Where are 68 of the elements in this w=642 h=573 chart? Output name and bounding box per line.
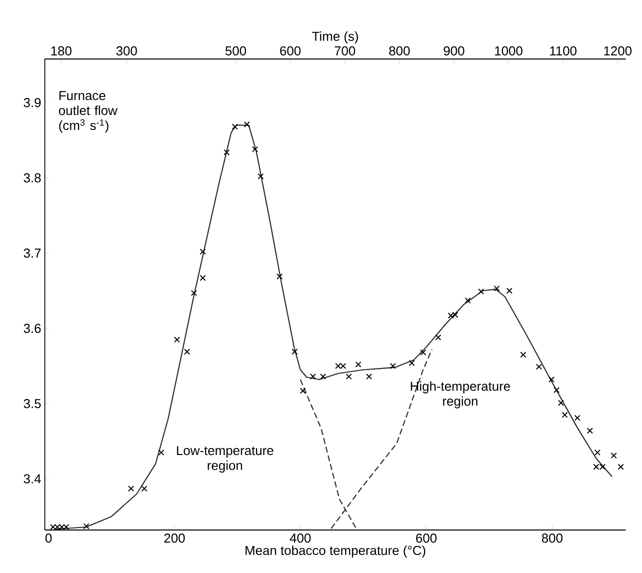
point bbox=[184, 348, 190, 355]
y-axis-title: Furnace outlet flow (cm$^{3}$ s$^{-1}$) bbox=[58, 91, 118, 133]
point bbox=[310, 373, 316, 380]
x-axis-title: Mean tobacco temperature (°C) bbox=[246, 546, 426, 558]
point bbox=[408, 360, 415, 366]
x-tick-label: 600 bbox=[416, 534, 437, 543]
y-tick-label: 3.6 bbox=[24, 324, 41, 333]
point bbox=[224, 149, 230, 156]
point bbox=[366, 373, 372, 380]
point bbox=[174, 336, 180, 343]
point bbox=[141, 486, 148, 492]
point bbox=[390, 362, 396, 370]
y-tick-label: 3.7 bbox=[24, 248, 41, 258]
point bbox=[276, 273, 283, 280]
point bbox=[562, 412, 568, 418]
point bbox=[586, 428, 593, 434]
point bbox=[292, 348, 298, 355]
x2-tick-label: 500 bbox=[225, 46, 246, 56]
point bbox=[300, 388, 306, 394]
x2-tick-label: 600 bbox=[280, 46, 301, 56]
point bbox=[520, 352, 526, 358]
point bbox=[610, 452, 617, 459]
point bbox=[506, 288, 512, 294]
point bbox=[494, 285, 500, 292]
point bbox=[435, 334, 442, 340]
x2-tick-label: 800 bbox=[389, 46, 410, 56]
point bbox=[320, 373, 326, 380]
point bbox=[558, 400, 564, 406]
point bbox=[200, 248, 206, 255]
point bbox=[346, 373, 352, 380]
point bbox=[594, 449, 601, 456]
point bbox=[554, 387, 560, 394]
x2-axis-title: Time (s) bbox=[312, 31, 358, 44]
y-tick-label: 3.9 bbox=[24, 98, 41, 108]
point bbox=[574, 414, 580, 421]
x2-tick-label: 900 bbox=[444, 46, 464, 56]
point bbox=[536, 364, 542, 370]
point bbox=[355, 361, 362, 368]
y-tick-label: 3.5 bbox=[24, 399, 41, 408]
x-tick-label: 200 bbox=[164, 534, 185, 543]
x2-tick-label: 700 bbox=[334, 46, 356, 56]
point bbox=[618, 464, 624, 470]
x-tick-label: 800 bbox=[542, 534, 562, 543]
point bbox=[190, 290, 198, 296]
x2-tick-label: 1200 bbox=[604, 46, 632, 56]
point bbox=[548, 376, 555, 383]
point bbox=[200, 274, 206, 281]
point bbox=[258, 173, 264, 180]
point bbox=[478, 288, 484, 295]
x2-tick-label: 180 bbox=[51, 46, 72, 56]
x2-tick-label: 1100 bbox=[550, 46, 576, 56]
y-tick-label: 3.4 bbox=[24, 474, 41, 484]
annotation: Low-temperature region bbox=[177, 446, 274, 473]
x-tick-label: 0 bbox=[45, 534, 52, 543]
x2-tick-label: 1000 bbox=[495, 46, 522, 56]
point bbox=[252, 146, 258, 152]
x2-tick-label: 300 bbox=[116, 46, 137, 56]
point bbox=[50, 524, 56, 530]
point bbox=[232, 124, 238, 130]
point bbox=[158, 449, 164, 456]
point bbox=[420, 349, 426, 356]
point bbox=[244, 121, 250, 128]
point bbox=[464, 297, 471, 304]
y-tick-label: 3.8 bbox=[24, 173, 41, 182]
point bbox=[128, 486, 134, 492]
x-tick-label: 400 bbox=[290, 534, 311, 543]
annotation: High-temperature region bbox=[410, 381, 510, 408]
point bbox=[83, 523, 90, 530]
